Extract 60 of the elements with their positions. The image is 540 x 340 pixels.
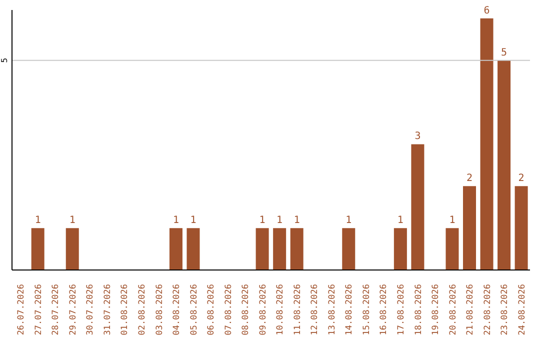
bar: [514, 186, 528, 270]
data-label: 1: [294, 215, 300, 226]
data-label: 3: [414, 131, 421, 142]
x-tick-label: 31.07.2026: [102, 284, 113, 336]
x-tick-label: 11.08.2026: [292, 284, 303, 336]
x-tick-label: 06.08.2026: [206, 284, 217, 336]
data-label: 1: [276, 215, 283, 226]
x-tick-label: 23.08.2026: [500, 284, 510, 336]
data-label: 1: [259, 215, 266, 226]
data-label: 5: [501, 47, 508, 58]
x-tick-label: 02.08.2026: [138, 284, 148, 336]
x-tick-label: 12.08.2026: [310, 284, 320, 336]
data-label: 1: [69, 215, 76, 226]
data-label: 1: [397, 215, 404, 226]
x-tick-label: 14.08.2026: [344, 284, 355, 336]
bar: [31, 228, 44, 270]
x-tick-label: 17.08.2026: [396, 284, 406, 336]
data-label: 1: [346, 215, 352, 226]
data-label: 2: [466, 173, 473, 184]
x-tick-label: 24.08.2026: [517, 284, 528, 336]
bar: [256, 228, 269, 270]
x-tick-label: 13.08.2026: [327, 284, 338, 336]
x-tick-label: 22.08.2026: [482, 284, 493, 336]
bar: [498, 60, 511, 270]
x-tick-label: 07.08.2026: [224, 284, 234, 336]
x-tick-label: 18.08.2026: [414, 284, 424, 336]
data-label: 1: [190, 215, 196, 226]
x-tick-label: 05.08.2026: [189, 284, 200, 336]
x-tick-label: 08.08.2026: [241, 284, 252, 336]
x-tick-label: 28.07.2026: [51, 284, 62, 336]
data-label: 2: [518, 173, 524, 184]
x-tick-label: 20.08.2026: [448, 284, 458, 336]
x-tick-label: 04.08.2026: [172, 284, 182, 336]
x-tick-label: 16.08.2026: [379, 284, 390, 336]
x-tick-label: 26.07.2026: [16, 284, 27, 336]
data-label: 1: [172, 215, 179, 226]
x-tick-label: 30.07.2026: [86, 284, 96, 336]
bar: [66, 228, 79, 270]
x-tick-label: 15.08.2026: [362, 284, 372, 336]
x-tick-label: 10.08.2026: [276, 284, 286, 336]
x-tick-label: 09.08.2026: [258, 284, 268, 336]
x-tick-label: 01.08.2026: [120, 284, 130, 336]
bar: [273, 228, 286, 270]
bar: [290, 228, 304, 270]
x-tick-label: 21.08.2026: [466, 284, 476, 336]
bar: [411, 144, 424, 270]
bar: [169, 228, 182, 270]
data-label: 1: [34, 215, 41, 226]
data-label: 1: [449, 215, 456, 226]
x-tick-label: 03.08.2026: [154, 284, 165, 336]
x-tick-label: 29.07.2026: [68, 284, 78, 336]
bar: [480, 18, 494, 270]
bar: [446, 228, 459, 270]
bar: [463, 186, 476, 270]
data-label: 6: [484, 5, 490, 16]
bar: [394, 228, 407, 270]
x-tick-label: 19.08.2026: [431, 284, 442, 336]
bar: [186, 228, 200, 270]
x-tick-label: 27.07.2026: [34, 284, 44, 336]
bar: [342, 228, 356, 270]
